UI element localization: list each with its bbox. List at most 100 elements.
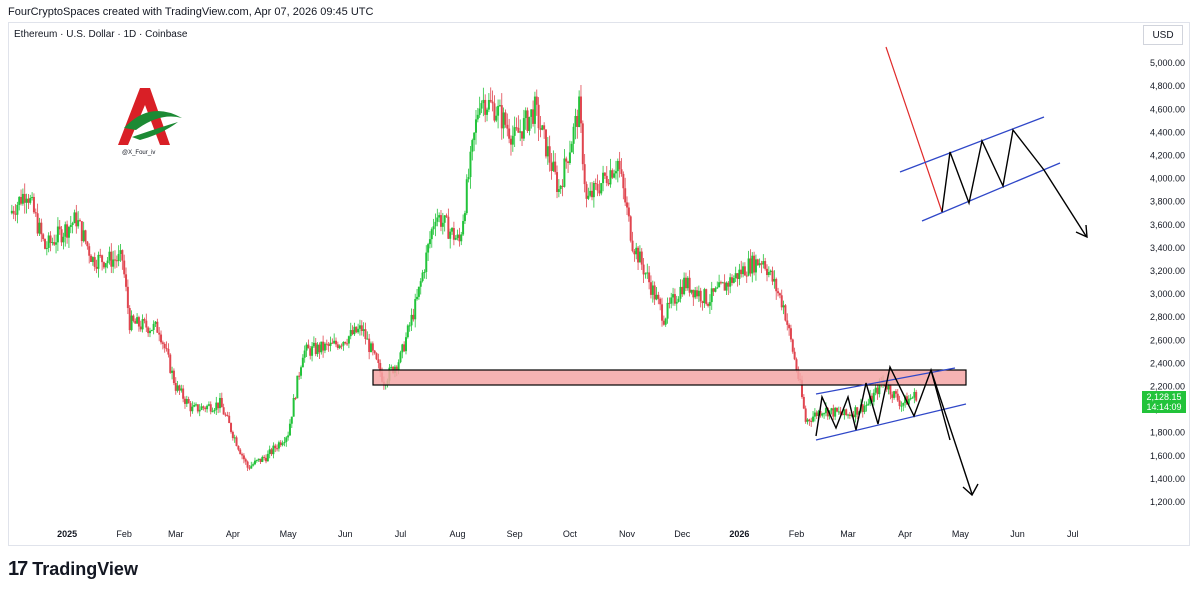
candle-body [521,131,524,139]
candle-body [738,269,741,280]
price-tick-label: 3,600.00 [1150,220,1185,230]
candle-body [684,277,687,289]
candle-body [583,164,586,185]
candle-body [537,104,540,129]
candle-body [23,193,26,203]
channel-lower-line[interactable] [815,403,967,441]
candle-body [708,302,711,306]
candle-body [401,344,404,353]
candle-body [572,126,575,144]
currency-selector[interactable]: USD [1143,25,1183,45]
time-tick-label: Dec [674,529,691,539]
zigzag-pattern[interactable] [815,364,951,441]
price-tick-label: 3,800.00 [1150,197,1185,207]
candle-body [707,303,710,306]
candle-body [495,115,498,121]
chart-credit: FourCryptoSpaces created with TradingVie… [8,6,374,18]
candle-body [290,416,293,424]
candle-body [557,189,560,192]
candle-body [734,273,737,279]
candle-body [497,105,500,116]
candle-body [218,397,221,409]
candle-body [480,103,483,109]
candle-body [791,339,794,352]
candle-body [861,404,864,413]
candle-body [60,229,63,243]
candle-body [406,325,409,338]
candle-body [714,288,717,292]
candle-body [659,298,662,305]
candle-body [554,161,557,173]
candle-body [535,96,538,105]
candle-body [498,105,501,107]
candle-body [279,442,282,446]
candle-body [113,259,116,261]
candle-body [710,288,713,303]
candle-body [257,458,260,461]
time-axis: 2025 Feb Mar Apr May Jun Jul Aug Sep Oct Nov Dec 202… [57,529,1078,539]
candle-body [692,289,695,298]
candle-body [609,170,612,185]
candle-body [423,271,426,273]
candle-body [347,336,350,344]
candle-body [160,334,163,343]
candle-body [447,216,450,239]
candle-body [893,391,896,398]
candle-body [476,114,479,120]
candle-body [690,289,693,293]
candle-body [434,221,437,227]
candle-body [412,314,415,320]
candle-body [699,290,702,302]
candle-body [288,423,291,436]
candle-body [885,386,888,390]
candle-body [874,387,877,393]
candle-body [863,405,866,413]
candle-body [835,407,838,412]
candle-body [399,352,402,363]
candle-body [220,397,223,408]
candle-body [618,160,621,170]
symbol-description[interactable]: Ethereum · U.S. Dollar · 1D · Coinbase [14,29,188,40]
candle-body [55,242,58,245]
candle-body [410,314,413,326]
candle-body [84,230,87,242]
candle-body [697,290,700,297]
candle-body [27,198,30,203]
candle-body [281,443,284,446]
candle-body [474,119,477,133]
candle-body [301,357,304,368]
candle-body [253,460,256,465]
candle-body [342,341,345,346]
candle-body [627,207,630,217]
candle-body [703,289,706,304]
candle-body [672,294,675,298]
candle-body [754,259,757,273]
candle-body [764,261,767,269]
tradingview-brand[interactable]: 17 TradingView [8,558,138,581]
candle-body [270,449,273,455]
projection-arrow-line[interactable] [930,369,973,495]
candle-body [298,375,301,377]
candle-body [640,251,643,265]
resistance-zone[interactable] [372,369,967,386]
candle-body [300,367,303,376]
candle-body [154,321,157,324]
candle-body [265,457,268,462]
candle-body [460,234,463,242]
candle-body [469,151,472,178]
last-price-value: 2,128.15 [1146,392,1181,402]
candle-body [681,286,684,295]
price-tick-label: 1,400.00 [1150,474,1185,484]
candle-body [756,259,759,266]
candle-body [907,398,910,405]
candle-body [638,251,641,263]
candle-body [642,264,645,275]
chart-frame[interactable] [8,22,1190,546]
time-tick-label: Aug [450,529,466,539]
candle-body [515,127,518,129]
candle-body [773,278,776,282]
candle-body [456,234,459,238]
candle-body [742,266,745,275]
candle-body [677,298,680,302]
